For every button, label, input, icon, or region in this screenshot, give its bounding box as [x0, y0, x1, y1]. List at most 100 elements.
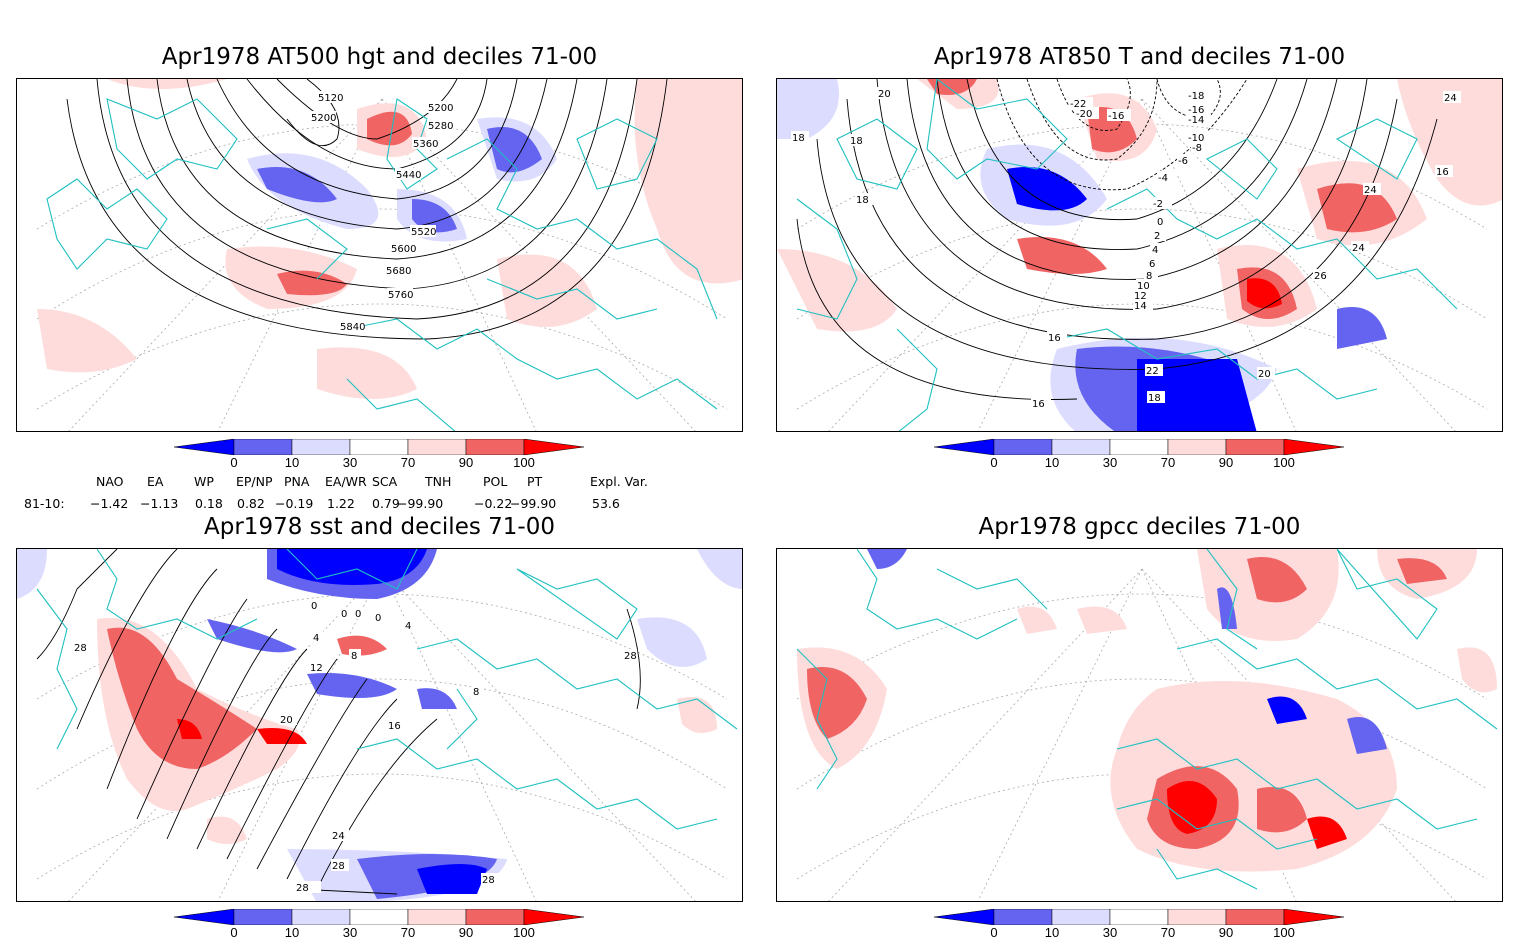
contour-label: 12 — [310, 663, 323, 674]
colorbar-tick: 10 — [1044, 455, 1060, 470]
contour-label: 18 — [856, 195, 869, 206]
contour-label: 8 — [1146, 271, 1152, 282]
contour-label: 28 — [332, 861, 345, 872]
contour-label: -18 — [1188, 91, 1204, 102]
colorbar-seg — [349, 908, 409, 926]
colorbar-seg — [173, 438, 235, 456]
colorbar-tick: 10 — [1044, 925, 1060, 940]
colorbar-tick: 100 — [513, 455, 535, 470]
colorbar-tick: 90 — [458, 925, 474, 940]
colorbar-seg — [1283, 908, 1345, 926]
index-value: −1.42 — [90, 496, 129, 511]
index-header: TNH — [425, 474, 452, 489]
contour-label: -8 — [1192, 143, 1202, 154]
panel-title-t850: Apr1978 AT850 T and deciles 71-00 — [933, 44, 1346, 70]
index-value: 0.82 — [237, 496, 265, 511]
index-value: 0.79 — [372, 496, 400, 511]
contour-label: -10 — [1188, 133, 1204, 144]
colorbar-tick: 100 — [1273, 455, 1295, 470]
colorbar-seg — [1051, 438, 1111, 456]
contour-label: 5280 — [428, 121, 453, 132]
contour-label: 2 — [1154, 231, 1160, 242]
colorbar-seg — [465, 908, 525, 926]
colorbar-tick: 0 — [990, 925, 998, 940]
index-header: WP — [194, 474, 214, 489]
panel-title-sst: Apr1978 sst and deciles 71-00 — [204, 514, 555, 540]
colorbar-seg — [291, 438, 351, 456]
index-header: EA/WR — [325, 474, 367, 489]
colorbar-svg — [173, 908, 585, 926]
contour-label: 28 — [482, 875, 495, 886]
contour-label: 0 — [341, 609, 347, 620]
map-svg-hgt: 5120 5200 5200 5280 5360 5440 5520 5600 … — [36, 79, 742, 431]
colorbar-tick: 70 — [400, 925, 416, 940]
contour-label: 5760 — [388, 290, 413, 301]
index-header: NAO — [96, 474, 124, 489]
contour-label: 0 — [375, 613, 381, 624]
index-value: −99.90 — [397, 496, 444, 511]
contour-label: -14 — [1188, 115, 1204, 126]
index-value: 53.6 — [592, 496, 620, 511]
contour-label: 18 — [1148, 393, 1161, 404]
colorbar-tick: 0 — [990, 455, 998, 470]
index-value: 1.22 — [327, 496, 355, 511]
colorbar-tick: 0 — [230, 455, 238, 470]
index-header: PT — [527, 474, 543, 489]
index-value: −0.22 — [474, 496, 513, 511]
colorbar-tick: 30 — [342, 925, 358, 940]
colorbar-bottom-right: 0 10 30 70 90 100 — [933, 908, 1345, 940]
colorbar-seg — [173, 908, 235, 926]
contour-label: -4 — [1158, 173, 1168, 184]
colorbar-tick: 0 — [230, 925, 238, 940]
colorbar-seg — [1283, 438, 1345, 456]
colorbar-seg — [233, 908, 293, 926]
map-svg-gpcc — [796, 549, 1498, 901]
contour-label: 24 — [1352, 243, 1365, 254]
contour-label: 5120 — [318, 93, 343, 104]
colorbar-tick: 10 — [284, 455, 300, 470]
colorbar-tick: 30 — [342, 455, 358, 470]
contour-label: 28 — [74, 643, 87, 654]
index-header: SCA — [372, 474, 398, 489]
map-panel-gpcc — [776, 548, 1503, 902]
contour-label: -16 — [1108, 111, 1124, 122]
contour-label: -20 — [1076, 109, 1092, 120]
contour-label: 5200 — [428, 103, 453, 114]
contour-label: 14 — [1134, 301, 1147, 312]
contour-label: 8 — [351, 651, 357, 662]
index-header: EP/NP — [236, 474, 273, 489]
contour-label: -2 — [1153, 199, 1163, 210]
contour-label: 16 — [388, 721, 401, 732]
colorbar-tick: 100 — [1273, 925, 1295, 940]
contour-label: 5600 — [391, 244, 416, 255]
contour-label: 0 — [1157, 217, 1163, 228]
colorbar-seg — [1167, 908, 1227, 926]
index-value: −1.13 — [140, 496, 179, 511]
colorbar-svg — [173, 438, 585, 456]
index-value: 0.18 — [195, 496, 223, 511]
contour-label: -22 — [1070, 99, 1086, 110]
colorbar-ticks: 0 10 30 70 90 100 — [174, 455, 584, 470]
contour-label: 20 — [1258, 369, 1271, 380]
contour-label: 22 — [1146, 366, 1159, 377]
contour-label: 24 — [332, 831, 345, 842]
indices-table: NAO EA WP EP/NP PNA EA/WR SCA TNH POL PT… — [0, 474, 760, 514]
panel-title-hgt: Apr1978 AT500 hgt and deciles 71-00 — [161, 44, 598, 70]
contour-label: 8 — [473, 687, 479, 698]
index-value: −99.90 — [510, 496, 557, 511]
colorbar-seg — [993, 908, 1053, 926]
colorbar-seg — [291, 908, 351, 926]
index-header: Expl. Var. — [590, 474, 648, 489]
colorbar-ticks: 0 10 30 70 90 100 — [934, 455, 1344, 470]
contour-label: 16 — [1436, 167, 1449, 178]
contour-label: 18 — [850, 136, 863, 147]
contour-label: 0 — [355, 609, 361, 620]
colorbar-seg — [1109, 908, 1169, 926]
colorbar-seg — [1051, 908, 1111, 926]
colorbar-seg — [523, 438, 585, 456]
map-panel-hgt: 5120 5200 5200 5280 5360 5440 5520 5600 … — [16, 78, 743, 432]
contour-label: 4 — [405, 621, 411, 632]
contour-label: 0 — [311, 601, 317, 612]
colorbar-seg — [933, 908, 995, 926]
contour-label: 28 — [296, 883, 309, 894]
